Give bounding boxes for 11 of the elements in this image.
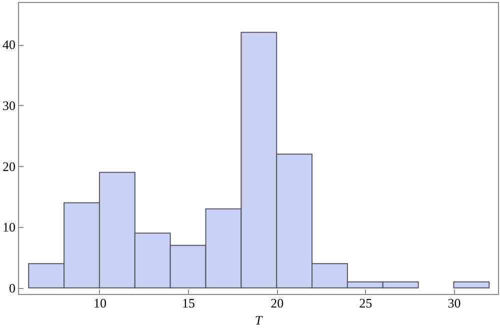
x-tick-label: 30 bbox=[448, 296, 461, 310]
x-tick-label: 20 bbox=[270, 296, 284, 310]
y-tick-label: 20 bbox=[2, 158, 16, 174]
y-tick-label: 10 bbox=[2, 220, 16, 235]
x-tick-label: 10 bbox=[93, 296, 106, 310]
y-tick-label: 40 bbox=[2, 37, 16, 52]
y-tick-label: 0 bbox=[9, 280, 16, 296]
x-tick-label: 15 bbox=[182, 296, 196, 310]
x-tick-label: 25 bbox=[359, 296, 372, 310]
y-tick-label: 30 bbox=[2, 98, 16, 113]
x-axis-title: T bbox=[254, 312, 263, 328]
